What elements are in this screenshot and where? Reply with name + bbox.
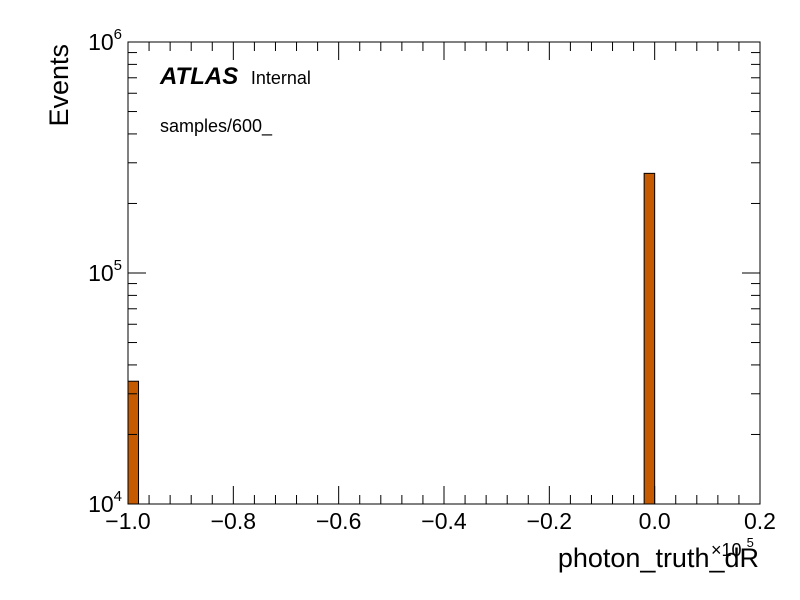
- x-tick-label: −0.8: [211, 508, 256, 534]
- y-tick-label-exponent: 4: [114, 488, 122, 505]
- x-tick-labels: −1.0 −0.8 −0.6 −0.4 −0.2 0.0 0.2: [105, 508, 776, 534]
- axis-ticks: [127, 41, 761, 505]
- sample-annotation: samples/600_: [160, 116, 273, 137]
- x-tick-label: −0.6: [316, 508, 361, 534]
- y-tick-label-base: 10: [88, 491, 114, 517]
- y-tick-label-base: 10: [88, 260, 114, 286]
- y-tick-label-base: 10: [88, 29, 114, 55]
- x-axis-multiplier: ×10 5: [711, 535, 754, 560]
- x-axis-label: photon_truth_dR: [558, 543, 759, 573]
- histogram-bars: [127, 172, 656, 505]
- y-tick-label: 106: [88, 26, 122, 55]
- y-tick-label: 105: [88, 257, 122, 286]
- x-tick-label: 0.2: [744, 508, 776, 534]
- atlas-label-bold: ATLAS: [159, 63, 238, 90]
- histogram-bar: [127, 380, 140, 505]
- y-tick-label-exponent: 6: [114, 26, 122, 43]
- x-axis-multiplier-base: ×10: [711, 540, 742, 560]
- plot-frame: [127, 41, 761, 505]
- atlas-label: ATLAS Internal: [159, 63, 311, 90]
- y-tick-label: 104: [88, 488, 122, 517]
- atlas-label-internal: Internal: [251, 68, 311, 88]
- y-axis-label: Events: [44, 44, 74, 127]
- histogram-bar: [643, 172, 656, 505]
- x-tick-label: −0.2: [527, 508, 572, 534]
- y-tick-label-exponent: 5: [114, 257, 122, 274]
- x-tick-label: −1.0: [105, 508, 150, 534]
- x-tick-label: −0.4: [421, 508, 467, 534]
- x-axis-multiplier-exponent: 5: [747, 535, 754, 550]
- x-tick-label: 0.0: [639, 508, 671, 534]
